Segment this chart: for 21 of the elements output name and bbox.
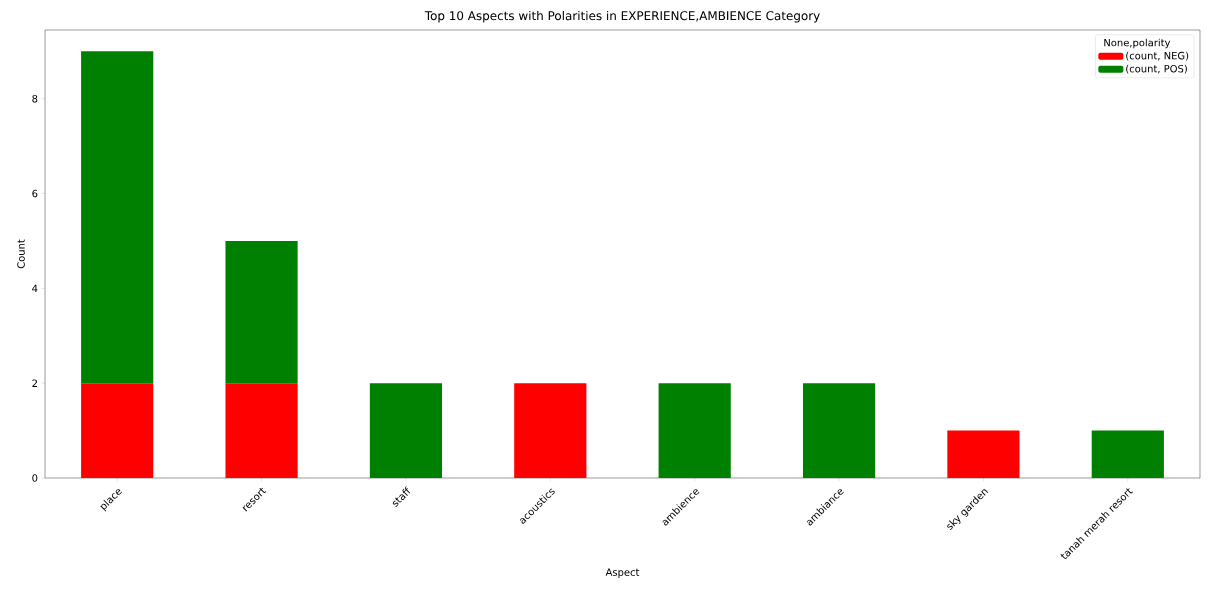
bar	[1091, 430, 1164, 478]
chart-title: Top 10 Aspects with Polarities in EXPERIENCE,AMBIENCE Category	[424, 10, 820, 23]
bar	[81, 383, 154, 478]
bar	[802, 383, 876, 478]
bar	[947, 430, 1020, 478]
legend-title: None,polarity	[1104, 38, 1171, 49]
bar	[81, 51, 154, 384]
legend-label: (count, POS)	[1126, 64, 1187, 74]
y-tick-label: 2	[32, 379, 37, 387]
bar	[369, 383, 443, 478]
x-axis-title: Aspect	[605, 568, 640, 578]
bar	[225, 383, 298, 478]
y-axis-title: Count	[17, 239, 25, 269]
bar	[514, 383, 587, 478]
y-tick-label: 6	[32, 189, 38, 198]
y-tick-label: 8	[32, 94, 38, 103]
y-tick-label: 0	[32, 474, 38, 482]
legend-label: (count, NEG)	[1126, 51, 1189, 61]
bar	[225, 240, 298, 384]
bar	[658, 383, 731, 478]
y-tick-label: 4	[32, 284, 38, 292]
